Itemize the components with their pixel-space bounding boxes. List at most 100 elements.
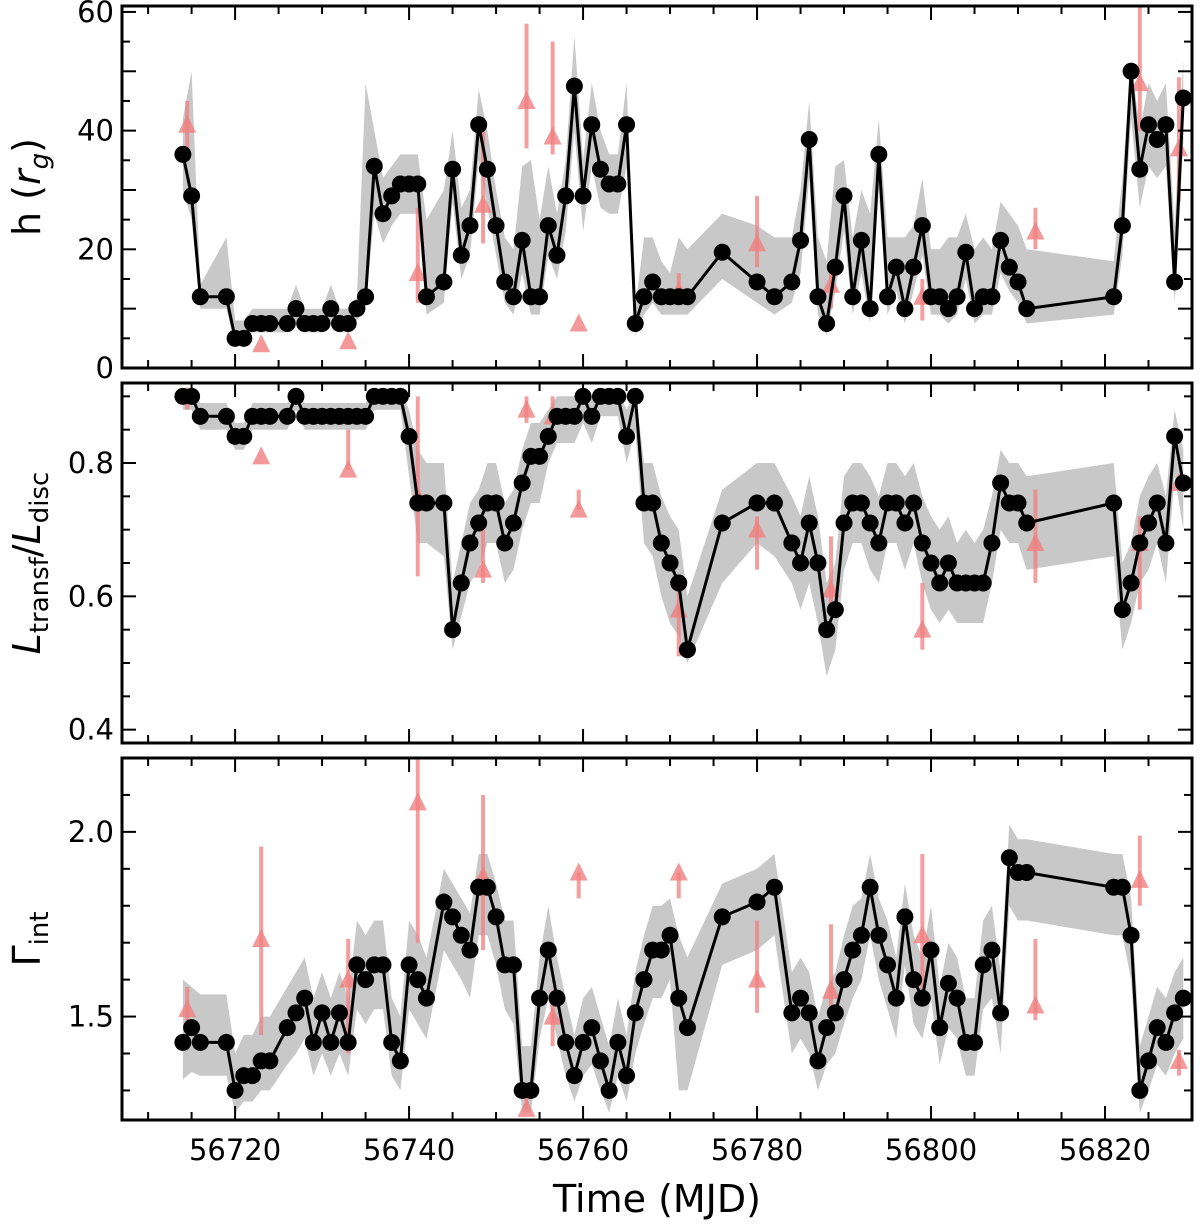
data-point [618,116,636,134]
data-point [330,1004,348,1022]
data-point [1148,131,1166,149]
data-point [887,258,905,276]
data-point [461,534,479,552]
panel-G: 56720 56740 56760 56780 56800 56820 1.5 2.0 Γint [5,756,1194,1167]
limit-triangle [821,980,840,999]
ylabel-main: Γ [5,945,49,966]
data-point [713,908,731,926]
data-point [678,1019,696,1037]
data-point [922,941,940,959]
limit-triangle [669,862,688,881]
data-point [191,407,209,425]
data-point [513,231,531,249]
data-point [461,941,479,959]
data-point [417,494,435,512]
data-point [974,956,992,974]
limit-triangle [474,559,493,578]
data-point [357,288,375,306]
data-point [713,243,731,261]
data-point [809,554,827,572]
data-point [374,956,392,974]
ylabel-subscript: int [25,911,55,945]
data-point [800,131,818,149]
data-point [644,273,662,291]
data-point [357,407,375,425]
y-tick-label: 60 [77,0,114,29]
data-point [478,160,496,178]
data-point [887,989,905,1007]
limit-triangle [339,969,358,988]
limit-triangle [543,1006,562,1025]
limit-triangle [569,499,588,518]
data-point [226,1081,244,1099]
data-point [391,1052,409,1070]
data-point [409,175,427,193]
data-point [983,288,1001,306]
ylabel-main: L [5,633,49,654]
x-tick-label: 56720 [189,1133,281,1167]
y-axis-label: Ltransf/Ldisc [5,472,55,655]
data-point [478,878,496,896]
data-point [261,314,279,332]
data-point [1174,89,1192,107]
data-point [191,288,209,306]
limit-triangle [339,331,358,350]
data-point [174,145,192,163]
data-point [852,494,870,512]
data-point [1166,427,1184,445]
data-point [444,908,462,926]
data-point [1105,494,1123,512]
limit-triangle [1026,533,1045,551]
data-point [348,300,366,318]
data-point [348,956,366,974]
data-point [313,314,331,332]
data-point [783,1004,801,1022]
data-point [618,427,636,445]
limit-triangle [543,126,562,145]
data-point [905,494,923,512]
data-point [678,641,696,659]
data-point [1122,62,1140,80]
data-point [1113,217,1131,235]
limit-triangle [517,1098,536,1117]
data-point [913,534,931,552]
data-point [435,273,453,291]
data-point [565,1067,583,1085]
data-point [896,300,914,318]
data-point [278,1019,296,1037]
data-point [974,574,992,592]
data-point [1113,601,1131,619]
data-point [809,288,827,306]
data-point [435,494,453,512]
data-point [565,77,583,95]
ylabel-subscript-2: disc [25,472,55,524]
y-tick-label: 20 [77,232,114,266]
data-point [852,231,870,249]
data-point [818,621,836,639]
limit-triangle [748,969,767,988]
data-point [531,288,549,306]
data-point [644,494,662,512]
data-point [861,300,879,318]
data-point [496,273,514,291]
ylabel-main-2: L [5,523,49,544]
x-tick-label: 56800 [885,1133,977,1167]
data-point [504,956,522,974]
data-point [444,621,462,639]
plot-area [174,758,1192,1117]
limit-triangle [178,999,197,1018]
data-point [1131,160,1149,178]
limit-triangle [339,459,358,478]
panel-frame [120,4,1194,370]
data-point [626,387,644,405]
data-point [417,288,435,306]
data-point [278,407,296,425]
data-point [748,893,766,911]
data-point [1174,989,1192,1007]
uncertainty-band [182,35,1184,345]
data-point [783,273,801,291]
limit-triangle [1130,73,1149,92]
data-point [748,273,766,291]
data-point [174,1033,192,1051]
data-point [879,288,897,306]
